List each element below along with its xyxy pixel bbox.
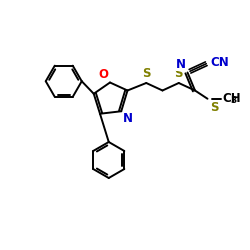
Text: N: N — [176, 58, 186, 70]
Text: S: S — [174, 67, 183, 80]
Text: S: S — [142, 67, 150, 80]
Text: 3: 3 — [231, 96, 237, 105]
Text: N: N — [122, 112, 132, 126]
Text: O: O — [99, 68, 109, 81]
Text: S: S — [210, 101, 219, 114]
Text: CH: CH — [222, 92, 241, 105]
Text: CN: CN — [210, 56, 229, 69]
